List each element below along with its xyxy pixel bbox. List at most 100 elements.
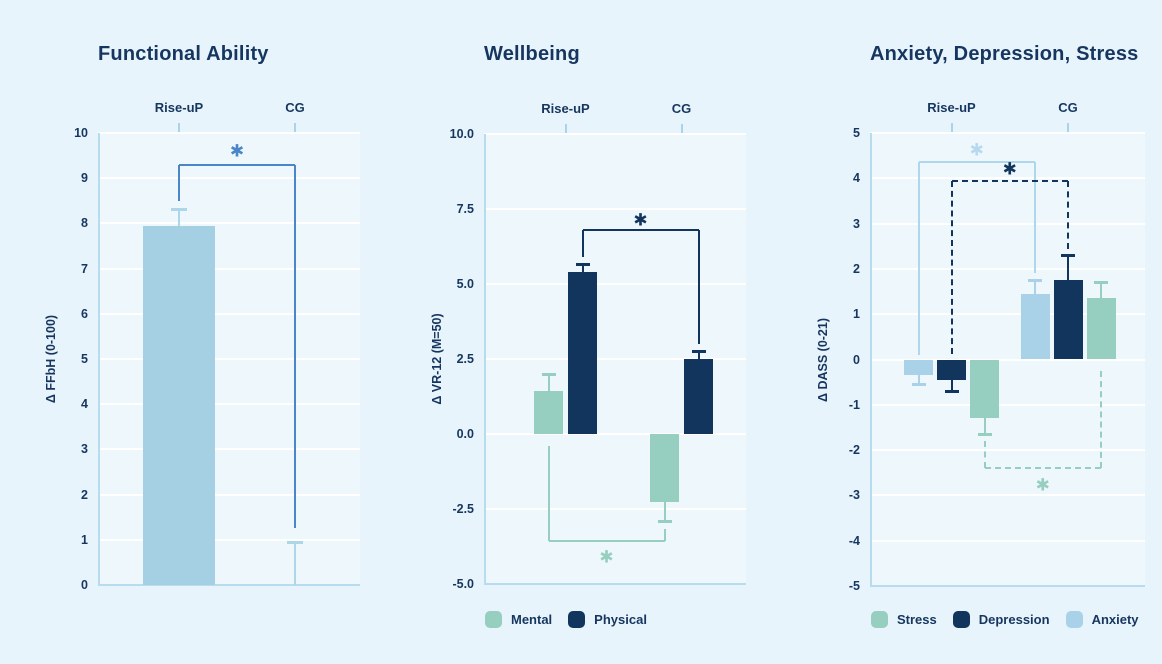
- legend-item-physical: Physical: [568, 611, 647, 628]
- gridline: [98, 267, 360, 270]
- gridline: [98, 222, 360, 225]
- x-axis-line: [98, 584, 360, 586]
- group-label-cg: CG: [1058, 100, 1078, 115]
- y-tick-label: 10: [74, 126, 88, 140]
- significance-bracket-leg: [547, 446, 550, 541]
- legend: Stress Depression Anxiety: [871, 611, 1139, 628]
- significance-bracket-leg: [581, 230, 584, 257]
- gridline: [870, 358, 1145, 361]
- y-tick-label: 4: [81, 397, 88, 412]
- significance-bracket-leg: [294, 164, 296, 529]
- significance-bracket-line: [548, 539, 665, 542]
- error-bar-stem: [178, 209, 180, 226]
- group-label-rise-up: Rise-uP: [927, 100, 976, 115]
- group-tick-mark: [1067, 123, 1069, 132]
- y-tick-label: 0.0: [456, 427, 474, 441]
- y-axis-title: Δ DASS (0-21): [816, 317, 830, 402]
- y-tick-label: 5: [853, 126, 860, 140]
- plot-area: 10 9 8 7 6 5 4 3 2 1 0 Rise-uP CG ✱: [74, 100, 360, 592]
- y-axis-line: [484, 134, 486, 584]
- significance-bracket-leg: [1034, 162, 1036, 274]
- legend-swatch-physical: [568, 611, 586, 628]
- legend-label-depression: Depression: [978, 612, 1050, 627]
- gridline: [98, 538, 360, 541]
- y-tick-label: 0: [853, 352, 860, 367]
- group-tick-mark: [294, 123, 296, 132]
- group-label-cg: CG: [671, 101, 692, 116]
- gridline: [870, 313, 1145, 316]
- significance-bracket-leg: [917, 162, 920, 355]
- gridline: [484, 283, 746, 285]
- significance-bracket-leg: [950, 180, 953, 355]
- legend-label-physical: Physical: [594, 612, 647, 627]
- error-bar-cap: [1094, 280, 1108, 284]
- group-label-rise-up: Rise-uP: [154, 100, 204, 115]
- legend-swatch-stress: [871, 611, 888, 628]
- gridline: [870, 177, 1145, 180]
- gridline: [484, 358, 746, 360]
- group-tick-mark: [950, 123, 953, 132]
- significance-asterisk: ✱: [1002, 159, 1017, 179]
- gridline: [98, 132, 360, 134]
- significance-bracket-line: [984, 467, 1101, 470]
- y-tick-label: 2: [81, 487, 88, 502]
- y-tick-label: 3: [853, 216, 860, 231]
- bar-anxiety-cg: [1020, 293, 1050, 360]
- legend-item-mental: Mental: [485, 611, 552, 628]
- gridline: [98, 312, 360, 315]
- y-tick-label: 5: [81, 352, 88, 366]
- error-bar-cap: [287, 540, 303, 544]
- significance-bracket-leg: [178, 164, 180, 201]
- error-bar-cap: [977, 432, 992, 436]
- error-bar-cap: [944, 389, 959, 393]
- group-tick-mark: [680, 124, 683, 133]
- y-tick-label: 7: [81, 261, 88, 276]
- x-axis-line: [870, 585, 1145, 587]
- gridline: [870, 132, 1145, 134]
- error-bar-stem: [581, 264, 584, 272]
- y-tick-label: 2.5: [456, 352, 474, 366]
- error-bar-stem: [1034, 280, 1036, 294]
- gridline: [484, 508, 746, 510]
- chart-title: Wellbeing: [484, 43, 580, 65]
- bar-anxiety-rise-up: [904, 359, 933, 376]
- y-tick-label: -5.0: [452, 577, 474, 591]
- gridline: [484, 133, 746, 135]
- significance-asterisk: ✱: [969, 140, 984, 160]
- gridline: [98, 358, 360, 360]
- bar-depression-cg: [1053, 280, 1083, 360]
- y-tick-label: -2.5: [452, 502, 474, 516]
- bar-mental-cg: [650, 434, 679, 502]
- legend-swatch-anxiety: [1065, 611, 1083, 628]
- error-bar-cap: [541, 372, 556, 376]
- significance-asterisk: ✱: [229, 141, 245, 161]
- group-label-rise-up: Rise-uP: [541, 101, 590, 116]
- y-tick-label: 8: [81, 216, 88, 231]
- gridline: [98, 448, 360, 451]
- y-tick-label: 4: [853, 171, 860, 186]
- y-tick-label: 1: [853, 307, 860, 322]
- legend-swatch-depression: [952, 611, 970, 628]
- chart-title: Anxiety, Depression, Stress: [870, 43, 1139, 65]
- error-bar-cap: [171, 208, 187, 212]
- y-axis-line: [98, 133, 100, 585]
- significance-bracket-leg: [1100, 370, 1102, 469]
- gridline: [484, 433, 746, 435]
- significance-bracket-line: [582, 229, 699, 231]
- bar-physical-cg: [684, 359, 713, 434]
- significance-asterisk: ✱: [633, 210, 648, 229]
- legend-item-depression: Depression: [952, 611, 1050, 628]
- bar-stress-rise-up: [970, 359, 999, 419]
- legend-label-mental: Mental: [511, 612, 553, 627]
- gridline: [98, 493, 360, 496]
- y-axis-line: [870, 133, 872, 586]
- y-axis-title: Δ VR-12 (M=50): [430, 313, 444, 405]
- significance-bracket-line: [951, 179, 1068, 182]
- legend-swatch-mental: [485, 611, 502, 628]
- y-tick-label: 7.5: [456, 202, 474, 216]
- error-bar-cap: [1028, 278, 1042, 282]
- legend-label-stress: Stress: [897, 612, 937, 627]
